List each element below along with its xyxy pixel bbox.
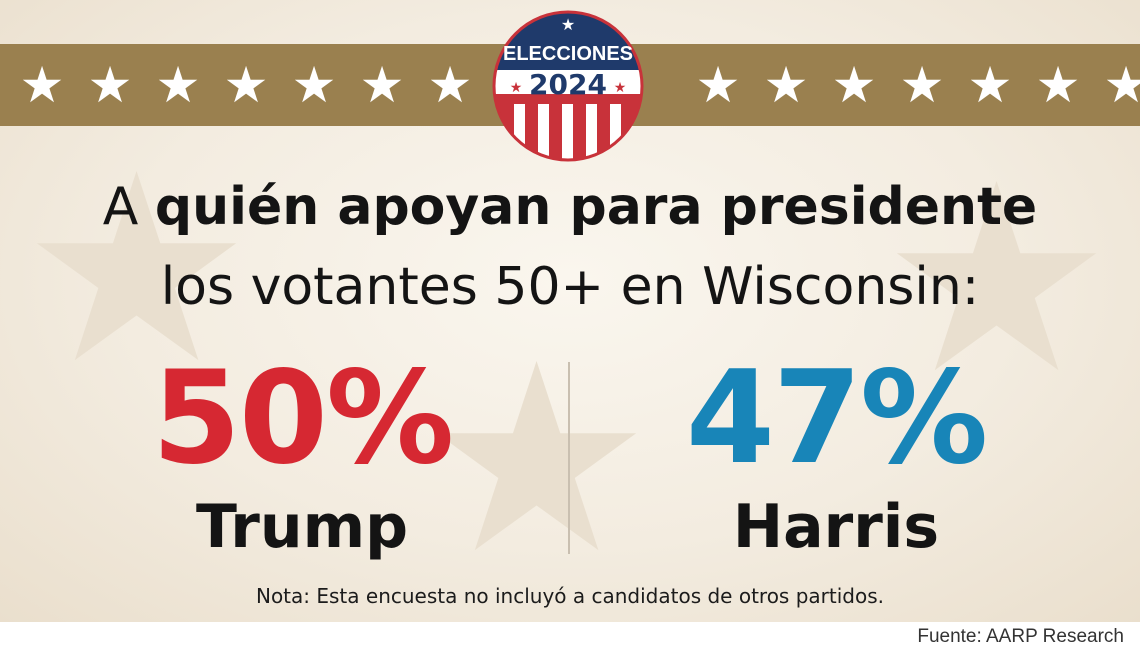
background-star-icon: ★	[420, 309, 654, 611]
star-icon: ★	[155, 56, 201, 114]
star-icon: ★	[427, 56, 473, 114]
star-icon: ★	[1103, 56, 1140, 114]
star-icon: ★	[291, 56, 337, 114]
star-icon: ★	[19, 56, 65, 114]
badge-top-text: ELECCIONES	[503, 43, 633, 65]
harris-percent: 47%	[685, 344, 988, 493]
star-row-right: ★ ★ ★ ★ ★ ★ ★	[684, 44, 1140, 126]
headline-prefix: A	[102, 177, 155, 237]
background-star-icon: ★	[20, 119, 254, 421]
star-row-left: ★ ★ ★ ★ ★ ★ ★	[8, 44, 484, 126]
star-icon: ★	[899, 56, 945, 114]
star-icon: ★	[1035, 56, 1081, 114]
trump-name: Trump	[195, 492, 409, 562]
badge-right-star-icon: ★	[614, 80, 627, 96]
headline-line-1: A quién apoyan para presidente	[0, 176, 1140, 238]
star-icon: ★	[695, 56, 741, 114]
divider	[568, 362, 570, 554]
headline-bold: quién apoyan para presidente	[154, 177, 1038, 237]
star-icon: ★	[87, 56, 133, 114]
infographic-card: ★ ★ ★ ★ ★ ★ ★ ★ ★ ★ ★ ★ ★ ★ ★ ★ ★ ★ ELECCIONES ★ ★ 2…	[0, 0, 1140, 622]
footnote: Nota: Esta encuesta no incluyó a candida…	[255, 584, 884, 608]
elecciones-2024-badge: ★ ELECCIONES ★ ★ 2024	[492, 10, 644, 162]
headline-line-2: los votantes 50+ en Wisconsin:	[160, 257, 980, 317]
badge-year: 2024	[529, 68, 607, 101]
star-icon: ★	[831, 56, 877, 114]
source-credit: Fuente: AARP Research	[917, 626, 1124, 647]
star-icon: ★	[967, 56, 1013, 114]
star-icon: ★	[223, 56, 269, 114]
harris-name: Harris	[732, 492, 940, 562]
star-icon: ★	[359, 56, 405, 114]
badge-star-icon: ★	[561, 15, 575, 34]
star-icon: ★	[763, 56, 809, 114]
background-star-icon: ★	[880, 129, 1114, 431]
badge-left-star-icon: ★	[510, 80, 523, 96]
trump-percent: 50%	[151, 344, 454, 493]
